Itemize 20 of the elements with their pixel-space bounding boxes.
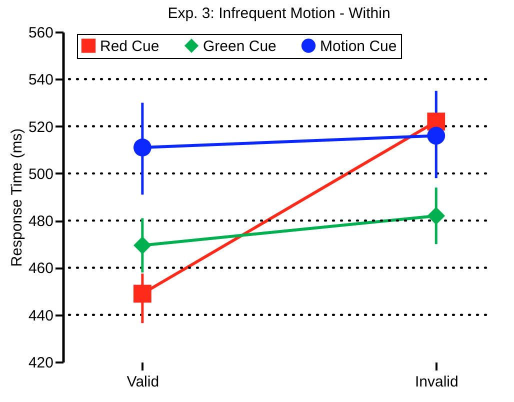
y-tick-label: 540 [28, 72, 54, 89]
y-tick-label: 420 [28, 354, 54, 372]
y-tick-label: 480 [28, 213, 54, 230]
x-tick-label: Valid [126, 374, 160, 390]
y-tick-label: 560 [28, 24, 54, 42]
y-tick-label: 500 [28, 166, 54, 183]
legend-label: Motion Cue [320, 38, 397, 55]
chart-title: Exp. 3: Infrequent Motion - Within [168, 5, 390, 22]
y-tick-label: 460 [28, 260, 54, 278]
x-tick-label: Invalid [414, 374, 458, 390]
point [133, 284, 152, 303]
legend-label: Red Cue [100, 38, 160, 55]
y-tick-label: 440 [28, 307, 54, 324]
point [133, 138, 152, 156]
point [427, 126, 446, 145]
point [133, 236, 152, 254]
y-axis-title: Response Time (ms) [8, 128, 26, 267]
y-tick-label: 520 [28, 118, 54, 136]
point [427, 206, 446, 225]
legend-label: Green Cue [203, 38, 276, 55]
